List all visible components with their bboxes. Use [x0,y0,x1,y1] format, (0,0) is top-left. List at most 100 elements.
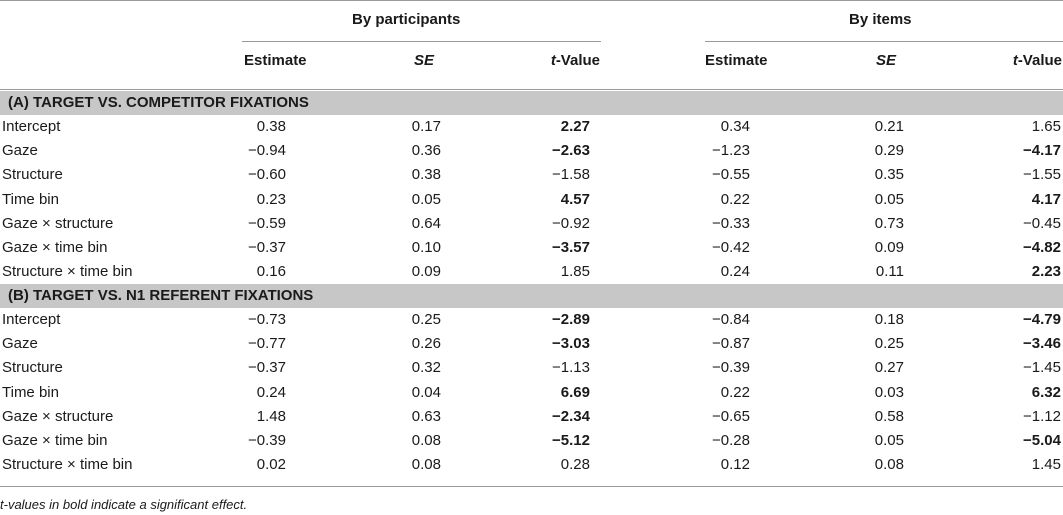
table-cell: 0.22 [720,190,750,208]
table-cell: 0.11 [875,263,904,281]
table-cell: −0.55 [712,166,750,184]
row-label: Structure × time bin [2,456,133,474]
table-cell: −1.12 [1023,407,1061,425]
table-cell: −0.42 [712,239,750,256]
section-header: (B) TARGET VS. N1 REFERENT FIXATIONS [0,284,1063,308]
table-cell: 0.28 [560,456,590,474]
table-cell: 0.25 [874,335,904,353]
row-label: Time bin [2,383,59,401]
row-label: Intercept [2,118,61,135]
row-label: Gaze × structure [2,407,114,425]
table-cell: −1.45 [1023,359,1061,377]
table-cell: 0.08 [874,456,904,474]
table-cell: 0.26 [411,335,441,353]
table-cell: 1.48 [256,407,286,425]
row-label: Gaze [2,142,38,160]
table-cell: 0.36 [411,142,441,160]
table-cell: −0.60 [248,166,286,184]
table-cell: 0.38 [256,118,286,135]
table-cell: 0.58 [874,407,904,425]
table-cell: 0.73 [874,214,904,232]
table-cell: 0.17 [411,118,441,135]
row-label: Time bin [2,190,59,208]
table-cell: −0.37 [248,359,286,377]
top-rule [0,0,1063,1]
table-cell: 0.18 [874,311,904,328]
table-cell: 0.09 [411,263,441,281]
table-cell: 0.16 [256,263,286,281]
row-label: Structure [2,359,63,377]
table-cell: 0.29 [874,142,904,160]
table-cell: −2.63 [552,142,590,160]
table-cell: 4.57 [560,190,590,208]
table-cell: 2.27 [560,118,590,135]
table-cell: −0.92 [552,214,590,232]
table-cell: −2.89 [552,311,590,328]
table-cell: 0.05 [411,190,441,208]
section-title: (B) TARGET VS. N1 REFERENT FIXATIONS [8,287,314,304]
table-cell: 0.21 [874,118,904,135]
table-cell: 0.63 [411,407,441,425]
table-cell: −2.34 [552,407,590,425]
table-cell: 0.24 [256,383,286,401]
table-cell: −4.79 [1023,311,1061,328]
table-cell: 6.69 [560,383,590,401]
table-cell: −0.33 [712,214,750,232]
group-header-participants: By participants [352,11,461,28]
row-label: Gaze × time bin [2,432,108,449]
row-label: Gaze × structure [2,214,114,232]
table-cell: 0.04 [411,383,441,401]
table-cell: 1.65 [1031,118,1061,135]
table-cell: 0.34 [720,118,750,135]
table-cell: −0.37 [248,239,286,256]
row-label: Gaze [2,335,38,353]
table-cell: −1.58 [552,166,590,184]
table-cell: −1.23 [712,142,750,160]
table-cell: 0.08 [411,456,441,474]
table-cell: 0.10 [411,239,441,256]
table-cell: 0.09 [874,239,904,256]
table-footnote: t-values in bold indicate a significant … [0,497,248,512]
col-header-se-2: SE [876,52,897,69]
table-cell: 0.22 [720,383,750,401]
table-cell: 0.03 [874,383,904,401]
table-cell: −0.39 [248,432,286,449]
section-header: (A) TARGET VS. COMPETITOR FIXATIONS [0,91,1063,115]
table-cell: 6.32 [1031,383,1061,401]
table-cell: −0.84 [712,311,750,328]
table-cell: −0.65 [712,407,750,425]
table-cell: −0.77 [248,335,286,353]
row-label: Structure [2,166,63,184]
table-cell: −5.12 [552,432,590,449]
table-cell: 0.32 [411,359,441,377]
table-cell: −5.04 [1023,432,1061,449]
col-header-tvalue-1: t-Value [550,52,600,69]
table-cell: 0.05 [874,190,904,208]
table-cell: 1.85 [560,263,590,281]
header-bottom-rule [0,89,1063,90]
table-cell: 4.17 [1031,190,1061,208]
table-cell: 0.12 [720,456,750,474]
section-title: (A) TARGET VS. COMPETITOR FIXATIONS [8,94,309,111]
table-cell: −0.73 [248,311,286,328]
table-cell: 0.38 [411,166,441,184]
table-cell: 0.27 [874,359,904,377]
table-cell: −0.39 [712,359,750,377]
table-cell: 0.08 [411,432,441,449]
table-cell: −4.17 [1023,142,1061,160]
table-cell: 0.24 [720,263,750,281]
table-cell: 0.02 [256,456,286,474]
table-cell: −0.28 [712,432,750,449]
col-header-se-1: SE [414,52,435,69]
table-cell: −1.55 [1023,166,1061,184]
table-cell: −0.45 [1023,214,1061,232]
table-cell: −0.87 [712,335,750,353]
table-cell: −3.57 [552,239,590,256]
table-cell: 0.64 [411,214,441,232]
table-cell: −1.13 [552,359,590,377]
table-cell: 1.45 [1031,456,1061,474]
table-cell: −0.59 [248,214,286,232]
group-header-items: By items [849,11,912,28]
table-cell: 0.25 [411,311,441,328]
group-rule-participants [242,41,601,42]
